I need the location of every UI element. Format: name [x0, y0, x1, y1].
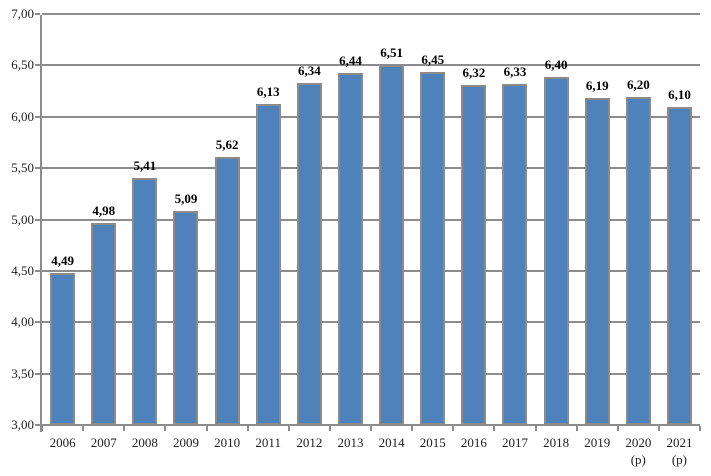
bar-2019	[584, 98, 610, 425]
bar-2009	[173, 211, 199, 425]
gridline	[42, 321, 700, 324]
x-axis-tick	[699, 426, 701, 431]
y-axis-tick	[35, 372, 40, 375]
x-axis-tick	[205, 426, 208, 431]
bar-value-label-2010: 5,62	[215, 136, 239, 152]
y-axis-label: 7,00	[11, 6, 34, 21]
x-axis-label-2016: 2016	[460, 435, 487, 450]
y-axis-tick	[35, 167, 40, 170]
x-axis-label-2021: 2021 (p)	[666, 435, 693, 467]
x-axis-tick	[616, 426, 619, 431]
bar-2018	[543, 76, 569, 425]
bar-2010	[214, 156, 240, 425]
bar-value-label-2021: 6,10	[668, 87, 691, 103]
y-axis-tick	[35, 115, 40, 118]
x-axis-label-2006: 2006	[49, 435, 76, 450]
bar-2006	[50, 272, 76, 425]
bar-value-label-2017: 6,33	[503, 63, 527, 79]
x-axis-tick	[657, 426, 660, 431]
x-axis-label-2014: 2014	[378, 435, 405, 450]
x-axis-label-2015: 2015	[419, 435, 446, 450]
y-axis-tick	[35, 269, 40, 272]
x-axis-tick	[164, 426, 167, 431]
bar-value-label-2012: 6,34	[297, 62, 321, 78]
bar-value-label-2006: 4,49	[51, 252, 74, 268]
bar-2015	[420, 71, 446, 425]
x-axis-label-2009: 2009	[172, 435, 199, 450]
gridline	[42, 269, 700, 272]
x-axis-label-2020: 2020 (p)	[625, 435, 652, 467]
bar-value-label-2013: 6,44	[339, 52, 362, 68]
bar-value-label-2016: 6,32	[462, 64, 486, 80]
x-axis-tick	[82, 426, 85, 431]
bar-2012	[296, 82, 322, 425]
y-axis-tick	[35, 218, 40, 221]
x-axis-tick	[534, 426, 537, 431]
y-axis-tick	[35, 321, 40, 324]
y-axis-label: 6,50	[11, 57, 34, 73]
gridline	[42, 64, 700, 67]
bar-2017	[502, 83, 528, 425]
bar-2014	[379, 65, 405, 425]
x-axis-label-2017: 2017	[501, 435, 528, 450]
x-axis-tick	[246, 426, 249, 431]
y-axis-label: 3,50	[11, 365, 34, 381]
bar-value-label-2011: 6,13	[256, 84, 280, 100]
y-axis-label: 4,50	[11, 262, 34, 278]
x-axis-label-2012: 2012	[296, 435, 323, 450]
bar-value-label-2019: 6,19	[585, 78, 609, 94]
x-axis-label-2011: 2011	[255, 435, 281, 450]
y-axis-label: 5,00	[11, 211, 34, 227]
x-axis-tick	[328, 426, 331, 431]
x-axis-tick	[493, 426, 496, 431]
bar-value-label-2020: 6,20	[626, 77, 650, 93]
y-axis-tick	[35, 64, 40, 67]
bar-2016	[461, 84, 487, 425]
y-axis-label: 4,00	[11, 314, 34, 330]
bar-value-label-2008: 5,41	[133, 158, 157, 174]
x-axis-label-2007: 2007	[90, 435, 117, 450]
bar-value-label-2015: 6,45	[421, 51, 445, 67]
bar-value-label-2009: 5,09	[174, 191, 198, 207]
bar-value-label-2018: 6,40	[544, 56, 568, 72]
x-axis-line	[40, 424, 700, 426]
x-axis-label-2010: 2010	[214, 435, 241, 450]
y-axis-line	[40, 15, 42, 432]
bar-2008	[132, 178, 158, 425]
bar-2013	[337, 72, 363, 425]
bar-2007	[91, 222, 117, 425]
gridline	[42, 167, 700, 170]
gridline	[42, 13, 700, 15]
x-axis-label-2008: 2008	[131, 435, 158, 450]
gridline	[42, 372, 700, 375]
bar-2021	[666, 107, 692, 425]
bar-2011	[255, 104, 281, 425]
y-axis-label: 3,00	[11, 417, 34, 432]
x-axis-tick	[575, 426, 578, 431]
bar-value-label-2014: 6,51	[380, 45, 403, 61]
x-axis-tick	[452, 426, 455, 431]
x-axis-tick	[287, 426, 290, 431]
plot-area: 4,49 4,98 5,41 5,09 5,62 6,13 6,34 6,44 6,51 6,45…	[35, 13, 701, 432]
y-axis-tick	[35, 424, 40, 426]
x-axis-label-2018: 2018	[543, 435, 570, 450]
x-axis-tick	[41, 426, 43, 431]
y-axis-label: 5,50	[11, 160, 34, 176]
gridline	[42, 218, 700, 221]
x-axis-label-2019: 2019	[584, 435, 611, 450]
gridline	[42, 115, 700, 118]
x-axis-tick	[123, 426, 126, 431]
y-axis-label: 6,00	[11, 108, 34, 124]
x-axis-tick	[411, 426, 414, 431]
bar-value-label-2007: 4,98	[92, 202, 116, 218]
bar-2020	[625, 97, 651, 425]
x-axis-label-2013: 2013	[337, 435, 364, 450]
x-axis-tick	[370, 426, 372, 431]
y-axis-tick	[35, 13, 40, 15]
